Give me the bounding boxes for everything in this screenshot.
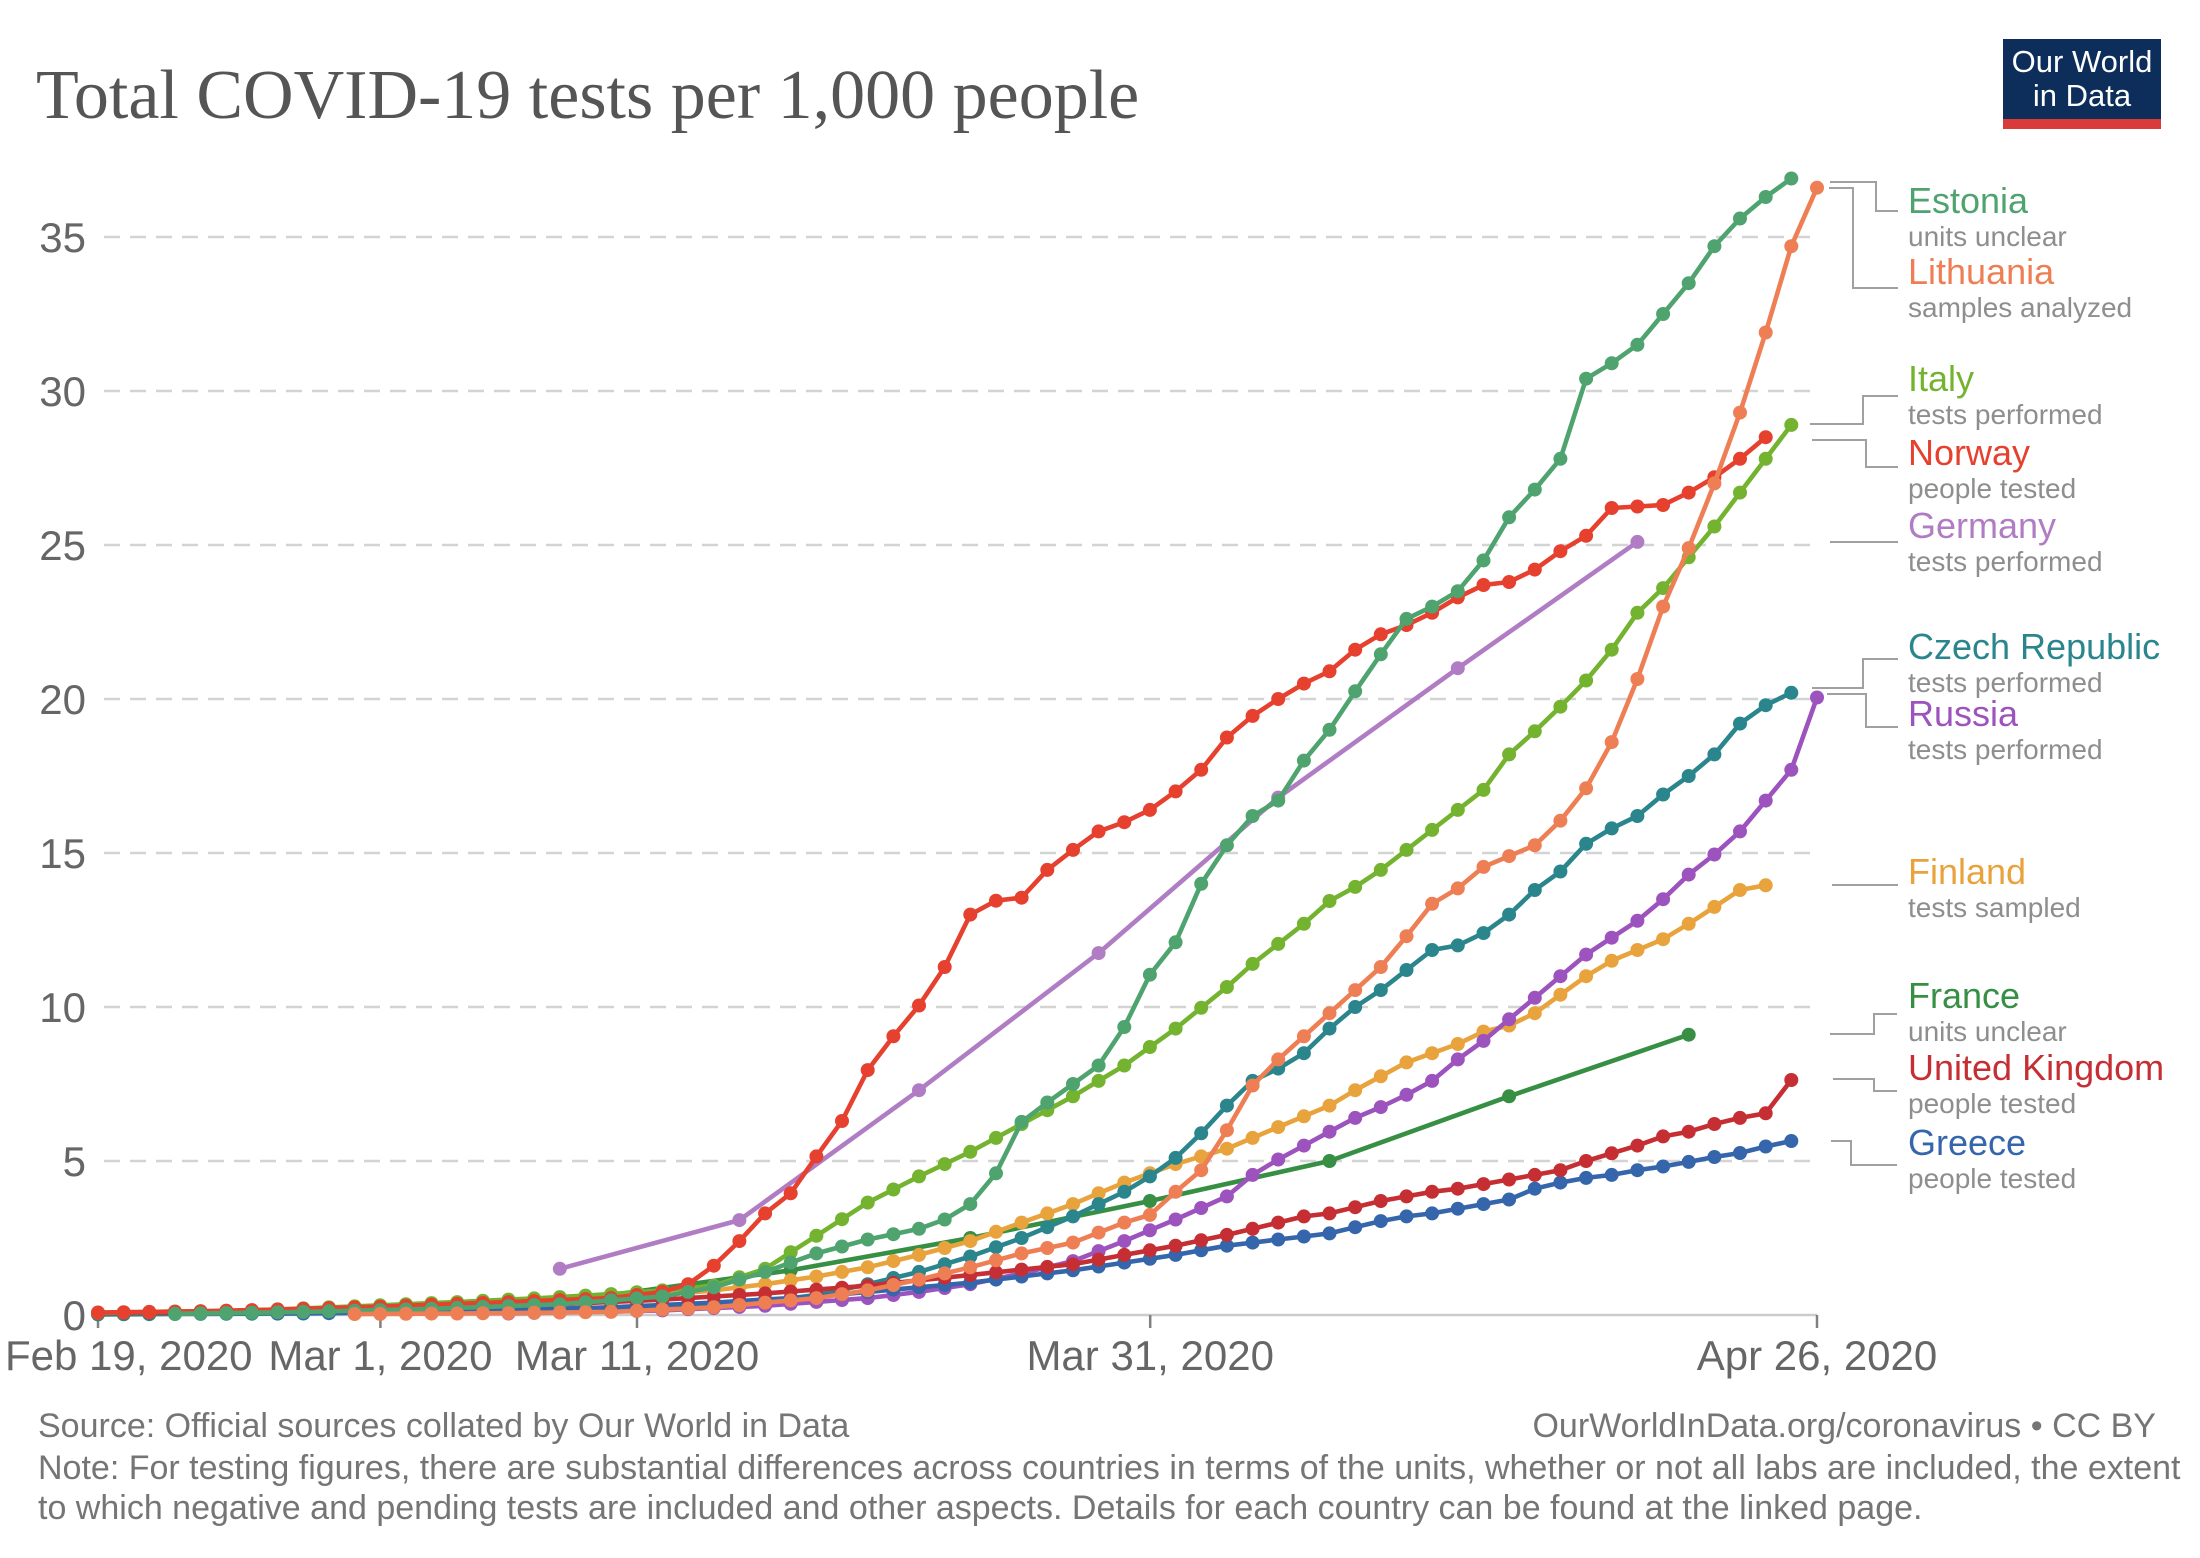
svg-text:Mar 31, 2020: Mar 31, 2020 — [1026, 1332, 1274, 1379]
svg-text:Russia: Russia — [1908, 693, 2019, 734]
svg-text:15: 15 — [39, 830, 86, 877]
svg-text:Lithuania: Lithuania — [1908, 251, 2055, 292]
svg-text:0: 0 — [63, 1292, 86, 1339]
svg-text:Italy: Italy — [1908, 358, 1974, 399]
svg-text:20: 20 — [39, 676, 86, 723]
svg-text:35: 35 — [39, 214, 86, 261]
svg-text:Estonia: Estonia — [1908, 180, 2029, 221]
svg-text:United Kingdom: United Kingdom — [1908, 1047, 2164, 1088]
svg-text:in Data: in Data — [2033, 78, 2132, 113]
svg-text:Mar 1, 2020: Mar 1, 2020 — [268, 1332, 492, 1379]
svg-text:Note: For testing figures, the: Note: For testing figures, there are sub… — [38, 1449, 2181, 1487]
svg-text:Finland: Finland — [1908, 851, 2026, 892]
svg-text:Feb 19, 2020: Feb 19, 2020 — [5, 1332, 253, 1379]
svg-text:people tested: people tested — [1908, 1163, 2076, 1194]
svg-text:30: 30 — [39, 368, 86, 415]
svg-text:units unclear: units unclear — [1908, 1016, 2067, 1047]
svg-text:tests performed: tests performed — [1908, 734, 2103, 765]
svg-text:OurWorldInData.org/coronavirus: OurWorldInData.org/coronavirus • CC BY — [1532, 1407, 2156, 1445]
svg-text:France: France — [1908, 975, 2020, 1016]
svg-text:Czech Republic: Czech Republic — [1908, 626, 2160, 667]
svg-text:25: 25 — [39, 522, 86, 569]
svg-text:tests performed: tests performed — [1908, 546, 2103, 577]
svg-text:Mar 11, 2020: Mar 11, 2020 — [515, 1332, 759, 1379]
svg-text:Greece: Greece — [1908, 1122, 2026, 1163]
svg-text:people tested: people tested — [1908, 473, 2076, 504]
svg-text:tests sampled: tests sampled — [1908, 892, 2081, 923]
svg-text:5: 5 — [63, 1138, 86, 1185]
svg-text:Our World: Our World — [2012, 44, 2153, 79]
svg-text:Source: Official sources colla: Source: Official sources collated by Our… — [38, 1407, 849, 1445]
svg-text:10: 10 — [39, 984, 86, 1031]
svg-text:people tested: people tested — [1908, 1088, 2076, 1119]
svg-text:to which negative and pending: to which negative and pending tests are … — [38, 1489, 1922, 1527]
svg-text:Norway: Norway — [1908, 432, 2030, 473]
svg-text:units unclear: units unclear — [1908, 221, 2067, 252]
svg-text:Germany: Germany — [1908, 505, 2056, 546]
svg-text:tests performed: tests performed — [1908, 667, 2103, 698]
svg-text:Total COVID-19 tests per 1,000: Total COVID-19 tests per 1,000 people — [36, 57, 1139, 134]
svg-text:Apr 26, 2020: Apr 26, 2020 — [1697, 1332, 1938, 1379]
svg-text:samples analyzed: samples analyzed — [1908, 292, 2132, 323]
svg-text:tests performed: tests performed — [1908, 399, 2103, 430]
